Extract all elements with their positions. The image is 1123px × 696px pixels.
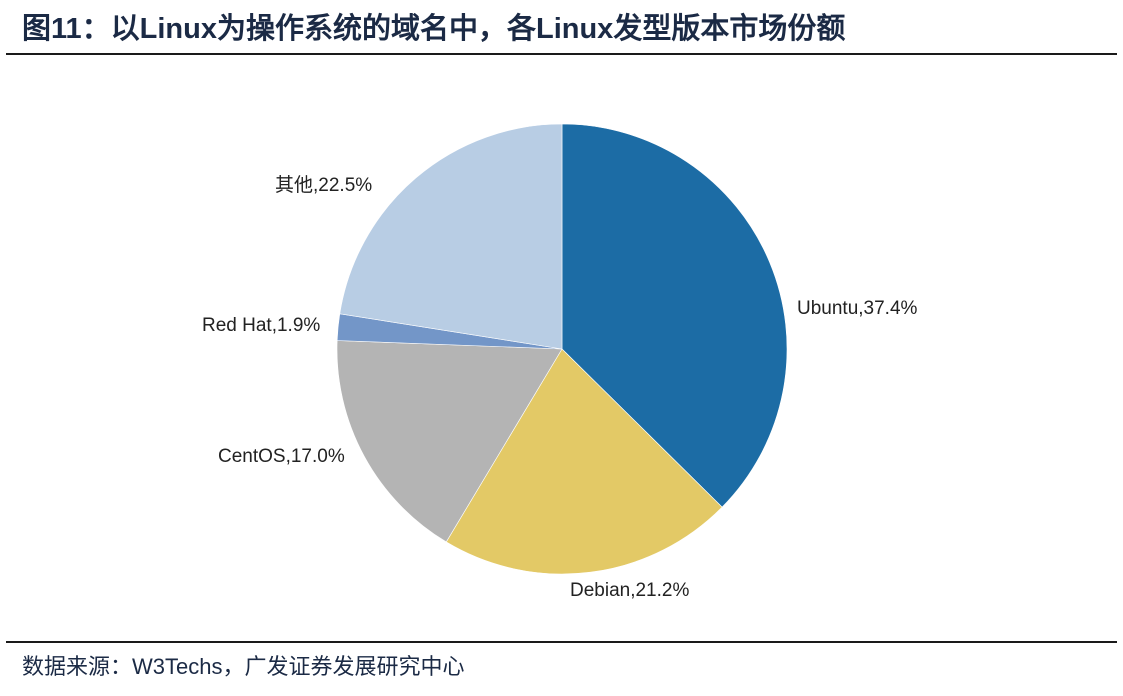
top-divider	[6, 53, 1117, 55]
pie-slice-ubuntu	[561, 123, 788, 508]
label-redhat: Red Hat,1.9%	[202, 315, 321, 336]
pie-slice-debian	[445, 348, 723, 575]
figure-title: 图11：以Linux为操作系统的域名中，各Linux发型版本市场份额	[22, 13, 846, 45]
label-centos: CentOS,17.0%	[218, 446, 345, 467]
label-ubuntu: Ubuntu,37.4%	[797, 298, 918, 319]
label-other: 其他,22.5%	[275, 175, 373, 196]
pie-slice-centos	[336, 340, 563, 543]
pie-slice-other	[339, 123, 563, 350]
bottom-divider	[6, 641, 1117, 643]
source-note: 数据来源：W3Techs，广发证券发展研究中心	[22, 654, 465, 679]
label-debian: Debian,21.2%	[570, 580, 690, 601]
